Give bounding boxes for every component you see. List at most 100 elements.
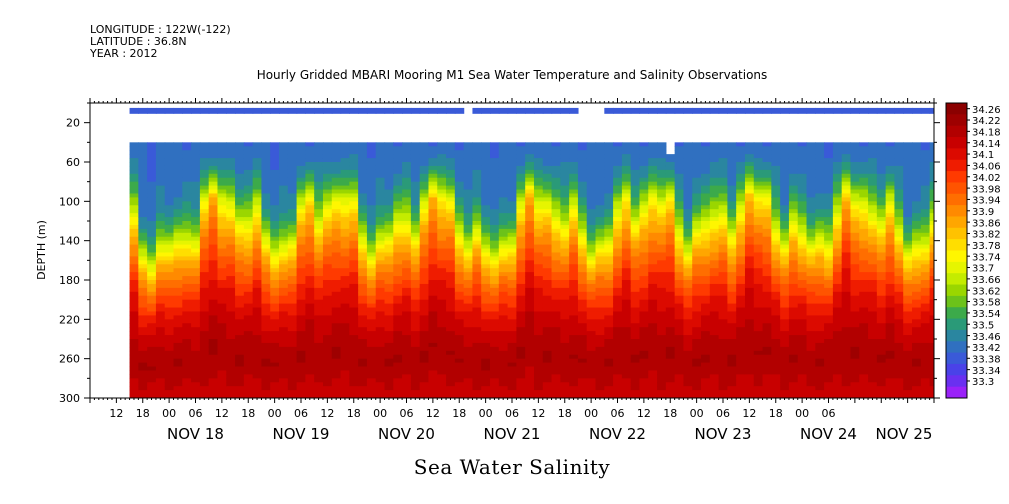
salinity-cell (261, 307, 271, 313)
salinity-cell (226, 346, 236, 352)
salinity-cell (577, 209, 588, 214)
salinity-cell (437, 346, 447, 352)
salinity-cell (314, 197, 324, 202)
salinity-cell (217, 283, 227, 289)
salinity-cell (481, 213, 491, 218)
salinity-cell (560, 276, 570, 281)
salinity-cell (155, 280, 166, 285)
salinity-cell (155, 189, 166, 195)
salinity-cell (164, 150, 175, 155)
salinity-cell (270, 205, 280, 210)
salinity-cell (375, 319, 386, 324)
surface-cell (366, 107, 377, 114)
salinity-cell (516, 319, 526, 324)
salinity-cell (481, 224, 491, 230)
salinity-cell (780, 327, 790, 332)
salinity-cell (393, 335, 403, 340)
salinity-cell (718, 177, 728, 183)
salinity-cell (428, 240, 438, 246)
salinity-cell (613, 158, 623, 163)
salinity-cell (586, 232, 597, 238)
salinity-cell (155, 358, 166, 364)
salinity-cell (419, 283, 430, 289)
salinity-cell (692, 335, 702, 340)
salinity-cell (226, 142, 236, 147)
salinity-cell (279, 158, 289, 163)
salinity-cell (560, 264, 570, 269)
salinity-cell (753, 327, 764, 332)
salinity-cell (164, 307, 175, 313)
salinity-cell (560, 177, 570, 183)
salinity-cell (762, 311, 772, 316)
salinity-cell (270, 162, 280, 167)
salinity-cell (780, 358, 790, 364)
salinity-cell (138, 366, 148, 372)
salinity-cell (410, 189, 421, 195)
salinity-cell (410, 244, 421, 250)
salinity-cell (727, 224, 737, 230)
salinity-cell (780, 256, 790, 261)
salinity-cell (305, 280, 315, 285)
salinity-cell (490, 142, 500, 147)
salinity-cell (709, 311, 720, 316)
salinity-cell (525, 358, 535, 364)
salinity-cell (366, 390, 377, 395)
salinity-cell (199, 205, 210, 210)
salinity-cell (551, 276, 561, 281)
salinity-cell (762, 390, 772, 395)
salinity-cell (384, 335, 394, 340)
salinity-cell (410, 394, 421, 398)
salinity-cell (648, 209, 658, 214)
salinity-cell (525, 374, 535, 379)
salinity-cell (762, 185, 772, 191)
salinity-cell (252, 162, 263, 167)
salinity-cell (446, 331, 456, 336)
salinity-cell (366, 197, 377, 202)
salinity-cell (305, 295, 315, 301)
salinity-cell (542, 197, 553, 202)
salinity-cell (164, 205, 175, 210)
salinity-cell (226, 217, 236, 222)
salinity-cell (402, 177, 412, 183)
salinity-cell (155, 213, 166, 218)
salinity-cell (525, 280, 535, 285)
salinity-cell (701, 358, 711, 364)
salinity-cell (595, 382, 605, 387)
salinity-cell (191, 201, 201, 206)
salinity-cell (595, 165, 605, 171)
salinity-cell (463, 205, 474, 210)
salinity-cell (490, 366, 500, 372)
salinity-cell (533, 311, 544, 316)
salinity-cell (296, 177, 306, 183)
salinity-cell (182, 146, 192, 151)
salinity-cell (199, 311, 210, 316)
salinity-cell (683, 185, 693, 191)
salinity-cell (692, 311, 702, 316)
salinity-cell (182, 154, 192, 159)
salinity-cell (560, 382, 570, 387)
salinity-cell (235, 221, 245, 226)
salinity-cell (613, 342, 623, 348)
salinity-cell (340, 327, 350, 332)
salinity-cell (463, 394, 474, 398)
salinity-cell (446, 390, 456, 395)
salinity-cell (226, 240, 236, 246)
surface-cell (692, 107, 702, 114)
salinity-cell (129, 236, 139, 242)
salinity-cell (727, 268, 737, 273)
salinity-cell (129, 213, 139, 218)
salinity-cell (744, 228, 755, 234)
salinity-cell (164, 260, 175, 265)
salinity-cell (454, 378, 465, 383)
salinity-cell (692, 331, 702, 336)
salinity-cell (595, 154, 605, 159)
salinity-cell (182, 205, 192, 210)
salinity-cell (358, 193, 368, 198)
salinity-cell (375, 358, 386, 364)
salinity-cell (709, 181, 720, 187)
salinity-cell (454, 150, 465, 155)
salinity-cell (279, 264, 289, 269)
salinity-cell (463, 358, 474, 364)
salinity-cell (164, 390, 175, 395)
salinity-cell (525, 346, 535, 352)
